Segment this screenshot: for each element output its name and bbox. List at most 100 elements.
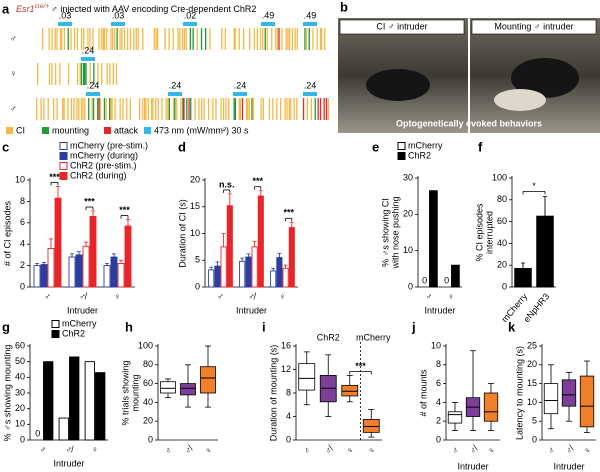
y-tick-label: 30 [403, 172, 413, 182]
stim-label: .49 [262, 10, 275, 20]
raster-tick [247, 98, 249, 120]
x-tick-label: ♂ [545, 444, 557, 456]
raster-tick [40, 98, 42, 120]
legend-swatch [59, 142, 68, 150]
raster-tick [190, 98, 192, 120]
bar [276, 257, 283, 288]
raster-tick [114, 98, 116, 120]
x-tick-label: ♂ [44, 291, 51, 301]
raster-tick [129, 98, 131, 120]
bar [82, 245, 90, 288]
box [180, 383, 196, 396]
bar [110, 256, 118, 288]
photo-label: CI ♂ intruder [376, 21, 427, 31]
raster-tick [73, 28, 76, 50]
raster-tick [304, 28, 306, 50]
x-axis-label: Intruder [67, 305, 98, 315]
panel-letter: b [340, 0, 348, 14]
raster-tick [67, 28, 69, 50]
x-tick-label: ♂̸ [323, 443, 336, 456]
y-axis-label: % ♂s showing CI [380, 198, 390, 267]
raster-tick [104, 28, 106, 50]
y-axis-label: # of CI episodes [2, 200, 12, 266]
legend-swatch [59, 172, 68, 180]
raster-tick [142, 28, 144, 50]
y-axis-label: with nose pushing [390, 196, 400, 269]
y-tick-label: 100 [138, 340, 153, 350]
panel-letter: c [2, 139, 9, 154]
panel-letter: g [2, 319, 10, 334]
raster-tick [43, 98, 45, 120]
legend-swatch [51, 320, 60, 328]
bar [214, 265, 221, 288]
box [561, 379, 577, 407]
raster-tick [85, 63, 87, 85]
raster-tick [327, 98, 329, 120]
y-tick-label: 0 [195, 281, 200, 291]
y-tick-label: 4 [20, 239, 25, 249]
raster-tick [201, 98, 203, 120]
x-tick-label: ♀ [92, 444, 99, 454]
bar [58, 417, 69, 441]
raster-tick [290, 98, 292, 120]
raster-tick [165, 98, 167, 120]
raster-tick [205, 28, 207, 50]
x-tick-label: ♀ [279, 291, 286, 301]
raster-tick [83, 63, 85, 85]
bar [95, 372, 106, 441]
raster-tick [296, 28, 298, 50]
x-tick-label: ♂̸ [79, 291, 88, 301]
raster-tick [123, 28, 126, 50]
x-tick-label: ♀ [202, 444, 214, 456]
raster-tick [180, 98, 182, 120]
raster-tick [88, 98, 90, 120]
y-tick-label: 100 [492, 172, 507, 182]
y-tick-label: 16 [281, 340, 291, 350]
y-axis-label: % trials showing [120, 360, 130, 425]
raster-tick [220, 98, 222, 120]
y-tick-label: 40 [497, 238, 507, 248]
raster-tick [241, 98, 244, 120]
raster-tick [234, 98, 236, 120]
bar [239, 260, 246, 288]
y-tick-label: 2 [20, 260, 25, 270]
raster-tick [259, 28, 262, 50]
raster-tick [324, 28, 326, 50]
bar [429, 190, 438, 288]
raster-tick [55, 63, 57, 85]
title-sup: cre/+ [35, 3, 50, 10]
legend-swatch [397, 142, 406, 150]
raster-tick [99, 98, 101, 120]
stim-marker [183, 22, 197, 26]
raster-tick [312, 28, 314, 50]
raster-tick [76, 28, 79, 50]
raster-tick [109, 63, 111, 85]
raster-tick [56, 28, 58, 50]
raster-tick [275, 28, 277, 50]
raster-tick [61, 28, 63, 50]
raster-tick [70, 98, 73, 120]
row-sex: ♂ [10, 103, 17, 113]
annotation: * [532, 181, 536, 191]
bar [536, 215, 554, 288]
bar [33, 265, 41, 288]
raster-tick [319, 28, 322, 50]
stim-marker [86, 92, 100, 96]
legend-label: attack [114, 125, 139, 135]
raster-tick [198, 98, 200, 120]
raster-tick [228, 98, 230, 120]
annotation: *** [119, 205, 130, 215]
photo-label: Mounting ♂ intruder [494, 21, 573, 31]
raster-tick [101, 28, 103, 50]
raster-tick [224, 28, 226, 50]
legend-label: ChR2 (during) [70, 170, 127, 180]
raster-tick [56, 98, 58, 120]
annotation: n.s. [219, 179, 235, 189]
raster-tick [285, 28, 287, 50]
raster-tick [281, 28, 283, 50]
x-tick-label: ♂̸ [563, 443, 576, 456]
legend-label: mounting [52, 125, 89, 135]
y-tick-label: 0 [148, 434, 153, 444]
raster-tick [238, 28, 240, 50]
